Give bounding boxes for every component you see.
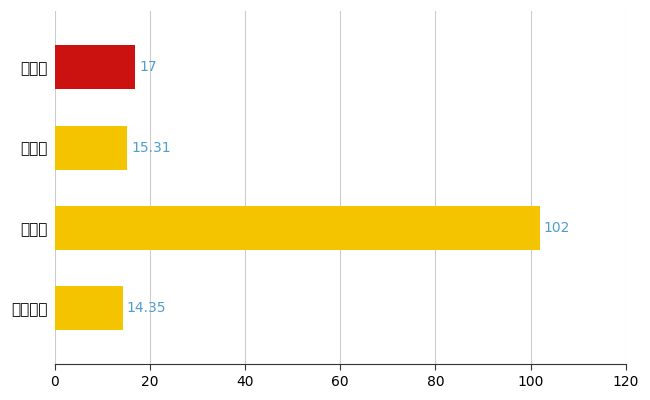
Text: 102: 102	[544, 221, 570, 235]
Text: 15.31: 15.31	[131, 141, 171, 155]
Bar	[55, 286, 123, 330]
Bar	[55, 45, 135, 90]
Bar	[55, 126, 127, 170]
Bar	[55, 206, 540, 250]
Text: 17: 17	[139, 60, 157, 74]
Text: 14.35: 14.35	[127, 301, 166, 315]
